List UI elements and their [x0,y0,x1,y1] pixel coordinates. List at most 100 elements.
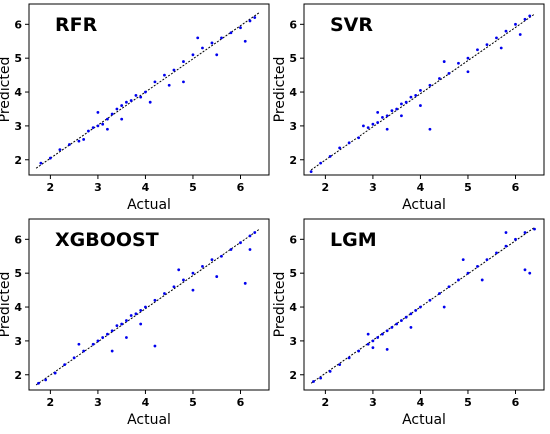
data-point-rfr [125,100,128,104]
data-point-xgboost [101,336,105,339]
data-point-xgboost [77,342,81,346]
data-point-xgboost [125,336,128,339]
data-point-lgm [480,278,484,282]
plot-frame-lgm [303,218,545,391]
data-point-rfr [120,104,124,107]
data-point-rfr [39,161,43,165]
fit-line-xgboost [35,228,260,386]
data-point-xgboost [248,234,252,238]
data-point-svr [347,141,351,145]
data-point-svr [400,114,403,118]
fit-line-svr [310,13,535,171]
data-point-xgboost [201,265,204,268]
data-point-rfr [182,60,185,63]
data-point-lgm [319,376,323,380]
data-point-svr [390,109,394,113]
data-point-xgboost [191,271,195,275]
data-point-lgm [504,231,508,234]
y-axis-label-xgboost: Predicted [0,272,13,338]
data-point-svr [518,33,522,36]
panel-title-svr: SVR [330,14,373,36]
data-point-rfr [210,41,214,45]
data-point-svr [338,146,342,150]
x-tick-label-rfr: 2 [47,181,55,194]
data-point-lgm [366,342,370,346]
data-point-xgboost [215,275,219,278]
data-point-lgm [419,305,422,309]
data-point-svr [381,116,384,119]
data-point-svr [485,43,489,47]
data-point-lgm [400,319,403,322]
panel-lgm: LGM Actual Predicted 2 3 4 5 6 2 3 4 5 6 [272,218,545,428]
data-point-rfr [129,99,133,102]
data-point-lgm [457,278,460,282]
data-point-xgboost [110,349,114,353]
data-point-lgm [514,237,517,241]
data-point-rfr [48,156,52,160]
data-point-lgm [442,305,446,309]
data-point-rfr [67,143,71,146]
data-point-xgboost [110,329,114,333]
x-tick-label-lgm: 4 [417,396,425,409]
data-point-svr [419,104,422,107]
data-point-xgboost [210,258,214,262]
data-point-lgm [523,268,527,272]
y-axis-label-svr: Predicted [272,57,288,123]
data-point-svr [514,22,517,26]
data-point-xgboost [172,285,176,289]
data-point-svr [371,122,375,126]
panel-svr: SVR Actual Predicted 2 3 4 5 6 2 3 4 5 6 [272,3,545,213]
data-point-svr [528,14,532,18]
data-point-rfr [201,46,204,50]
x-tick-label-svr: 4 [417,181,425,194]
data-point-xgboost [253,231,257,234]
data-point-lgm [347,356,351,360]
plot-frame-rfr [28,3,270,176]
y-tick-label-svr: 2 [289,154,297,167]
data-point-rfr [163,73,166,77]
data-point-lgm [385,347,389,351]
data-point-svr [362,124,365,128]
data-point-xgboost [243,281,247,285]
data-point-rfr [58,148,62,152]
panel-title-rfr: RFR [55,14,98,36]
data-point-lgm [461,258,465,262]
x-tick-label-xgboost: 5 [189,396,197,409]
data-point-svr [447,72,451,75]
data-point-rfr [96,124,100,128]
data-point-lgm [385,329,389,333]
data-point-svr [376,110,380,114]
data-point-xgboost [248,248,252,251]
data-point-rfr [196,36,200,40]
data-point-lgm [390,325,394,329]
data-point-lgm [376,336,380,339]
data-point-svr [442,60,446,63]
data-point-rfr [167,83,171,87]
data-point-xgboost [153,298,157,302]
data-point-lgm [476,265,479,268]
y-tick-label-lgm: 2 [289,369,297,382]
data-point-xgboost [53,371,57,375]
x-axis-label-xgboost: Actual [127,412,171,428]
data-point-lgm [371,339,375,343]
data-point-xgboost [91,342,95,346]
data-point-rfr [191,53,195,57]
data-point-svr [366,126,370,129]
data-point-lgm [447,285,451,289]
plot-frame-svr [303,3,545,176]
data-point-rfr [239,26,242,30]
data-point-lgm [504,244,508,248]
panel-xgboost: XGBOOST Actual Predicted 2 3 4 5 6 2 3 4 5 6 [0,218,270,428]
data-point-rfr [115,107,119,111]
x-tick-label-rfr: 4 [142,181,150,194]
y-tick-label-rfr: 2 [14,154,22,167]
data-point-lgm [328,369,332,373]
data-point-rfr [91,126,95,129]
data-point-rfr [96,110,100,114]
y-tick-label-rfr: 4 [14,86,22,99]
data-point-lgm [523,231,527,234]
data-point-rfr [172,68,176,72]
x-tick-label-svr: 5 [464,181,472,194]
y-tick-label-xgboost: 5 [14,267,22,280]
